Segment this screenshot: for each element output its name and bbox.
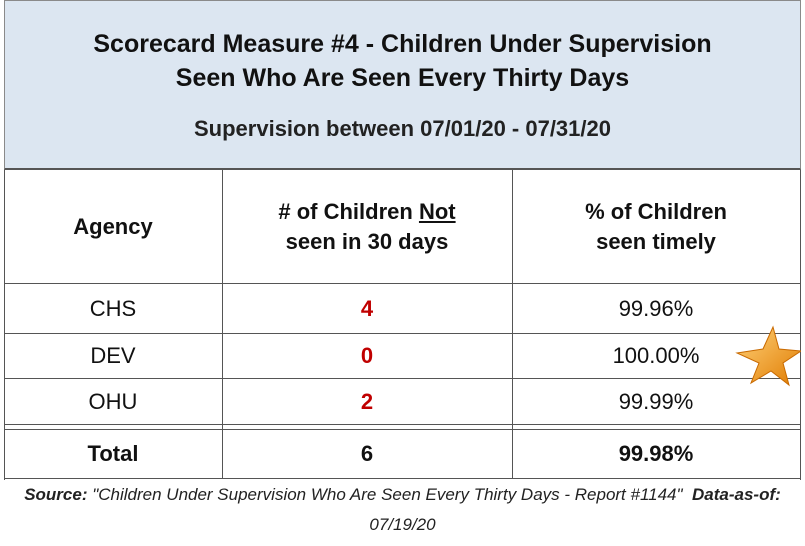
title-line: Seen Who Are Seen Every Thirty Days	[175, 64, 630, 92]
row-divider	[4, 283, 801, 284]
source-text: "Children Under Supervision Who Are Seen…	[92, 485, 683, 504]
column-divider	[512, 170, 513, 478]
header-line: seen timely	[596, 229, 716, 254]
row-divider	[4, 424, 801, 425]
total-count: 6	[360, 441, 374, 466]
row-divider	[4, 333, 801, 334]
count-cell: 0	[360, 343, 374, 368]
column-header: Agency	[73, 214, 153, 239]
count-cell: 4	[360, 295, 374, 321]
total-percent: 99.98%	[618, 441, 694, 466]
header-line: % of Children	[585, 199, 727, 224]
header-underlined: Not	[418, 199, 456, 224]
column-header: % of Children seen timely	[512, 171, 800, 283]
border	[800, 170, 801, 480]
column-header: # of Children Not seen in 30 days	[222, 171, 512, 283]
title-line: Scorecard Measure #4 - Children Under Su…	[93, 30, 712, 58]
subtitle: Supervision between 07/01/20 - 07/31/20	[194, 116, 611, 141]
count-cell: 2	[360, 388, 374, 414]
data-as-of: 07/19/20	[369, 515, 436, 534]
percent-cell: 99.99%	[618, 388, 694, 414]
percent-cell: 100.00%	[612, 343, 700, 368]
header-line: # of Children Not	[278, 197, 455, 227]
agency-cell: DEV	[90, 343, 136, 368]
total-label: Total	[87, 441, 139, 466]
source-label: Source:	[24, 485, 88, 504]
header-text: # of Children	[278, 199, 413, 224]
column-divider	[222, 170, 223, 478]
source-note: Source: "Children Under Supervision Who …	[4, 480, 801, 540]
row-divider	[4, 478, 801, 479]
border	[4, 170, 5, 480]
percent-cell: 99.96%	[618, 295, 694, 321]
row-divider	[4, 378, 801, 379]
agency-cell: OHU	[88, 388, 138, 414]
data-as-of-label: Data-as-of:	[692, 485, 781, 504]
header-band	[4, 0, 801, 170]
agency-cell: CHS	[89, 295, 137, 321]
row-divider	[4, 429, 801, 430]
header-line: seen in 30 days	[285, 229, 449, 254]
star-icon	[735, 325, 801, 387]
